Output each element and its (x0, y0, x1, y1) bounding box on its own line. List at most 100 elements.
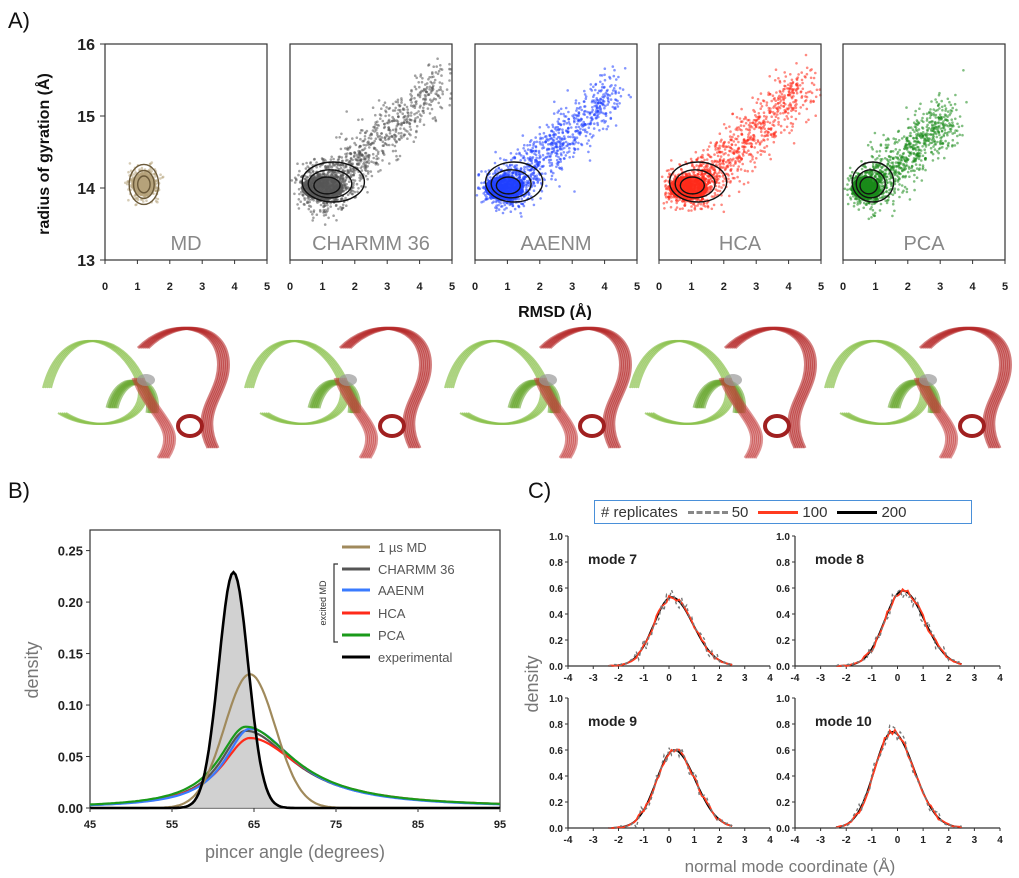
scatter-point (763, 131, 767, 134)
scatter-point (563, 146, 566, 150)
scatter-point (296, 162, 299, 165)
scatter-point (360, 169, 364, 172)
scatter-point (400, 98, 403, 102)
scatter-point (298, 192, 301, 196)
scatter-point (616, 99, 619, 103)
scatter-point (744, 145, 747, 149)
scatter-point (439, 64, 442, 67)
scatter-point (550, 147, 554, 150)
scatter-point (150, 161, 154, 164)
scatter-point (609, 98, 613, 101)
panel-label-b: B) (8, 478, 30, 503)
scatter-point (362, 157, 366, 161)
scatter-point (718, 159, 722, 162)
scatter-point (727, 177, 730, 181)
scatter-point (384, 138, 387, 141)
scatter-point (731, 135, 734, 139)
scatter-point (722, 143, 725, 147)
scatter-point (602, 96, 606, 99)
scatter-point (769, 133, 773, 136)
scatter-point (368, 154, 371, 157)
scatter-point (771, 94, 775, 97)
scatter-point (798, 84, 802, 87)
scatter-point (595, 108, 598, 111)
scatter-point (363, 147, 367, 150)
scatter-point (161, 175, 165, 179)
scatter-point (718, 144, 721, 148)
scatter-point (774, 99, 777, 102)
scatter-point (603, 121, 606, 124)
scatter-point (595, 97, 598, 100)
subplot-label: MD (170, 233, 201, 255)
scatter-point (762, 111, 766, 114)
scatter-point (533, 152, 536, 156)
scatter-point (663, 207, 666, 210)
scatter-point (385, 143, 389, 147)
scatter-point (387, 114, 391, 117)
scatter-point (403, 103, 407, 107)
scatter-point (440, 82, 444, 85)
scatter-point (782, 88, 785, 91)
scatter-point (403, 133, 407, 137)
scatter-point (299, 181, 303, 184)
scatter-point (702, 202, 706, 205)
scatter-point (807, 118, 810, 122)
scatter-point (710, 177, 713, 180)
scatter-point (742, 124, 746, 128)
scatter-point (554, 178, 557, 181)
scatter-point (801, 81, 804, 85)
scatter-point (732, 157, 735, 161)
scatter-point (559, 160, 562, 163)
scatter-point (381, 151, 385, 155)
scatter-point (380, 107, 383, 110)
scatter-point (559, 107, 563, 111)
scatter-point (347, 171, 351, 175)
scatter-point (580, 143, 584, 147)
scatter-point (340, 174, 343, 177)
scatter-point (568, 156, 571, 159)
scatter-point (757, 126, 761, 129)
scatter-point (532, 144, 535, 147)
scatter-point (387, 128, 390, 132)
scatter-point (322, 214, 326, 217)
scatter-point (392, 117, 396, 121)
scatter-point (571, 155, 575, 159)
scatter-point (765, 115, 768, 119)
scatter-point (734, 143, 737, 147)
scatter-point (408, 125, 412, 128)
scatter-point (786, 87, 789, 90)
scatter-point (519, 167, 523, 170)
scatter-point (308, 198, 311, 201)
scatter-point (742, 150, 746, 153)
scatter-point (760, 105, 764, 108)
scatter-point (523, 177, 526, 180)
scatter-point (722, 210, 726, 214)
scatter-point (747, 149, 750, 152)
scatter-point (708, 155, 712, 159)
scatter-point (681, 200, 684, 203)
scatter-point (556, 149, 560, 152)
scatter-point (718, 189, 722, 193)
scatter-point (449, 97, 452, 100)
scatter-point (783, 128, 786, 132)
scatter-point (738, 180, 741, 183)
scatter-point (440, 74, 443, 77)
scatter-point (346, 193, 350, 196)
scatter-point (770, 99, 773, 103)
scatter-point (665, 200, 669, 204)
scatter-point (575, 117, 578, 120)
scatter-point (588, 159, 592, 162)
scatter-point (536, 163, 539, 166)
scatter-point (511, 156, 515, 160)
scatter-point (790, 109, 793, 113)
scatter-point (558, 157, 562, 161)
scatter-point (564, 115, 568, 118)
scatter-point (418, 113, 422, 116)
scatter-point (604, 114, 608, 117)
scatter-point (709, 141, 712, 144)
scatter-point (381, 149, 385, 153)
scatter-point (414, 100, 417, 104)
scatter-point (128, 162, 132, 165)
scatter-point (751, 138, 755, 141)
scatter-point (375, 126, 379, 130)
